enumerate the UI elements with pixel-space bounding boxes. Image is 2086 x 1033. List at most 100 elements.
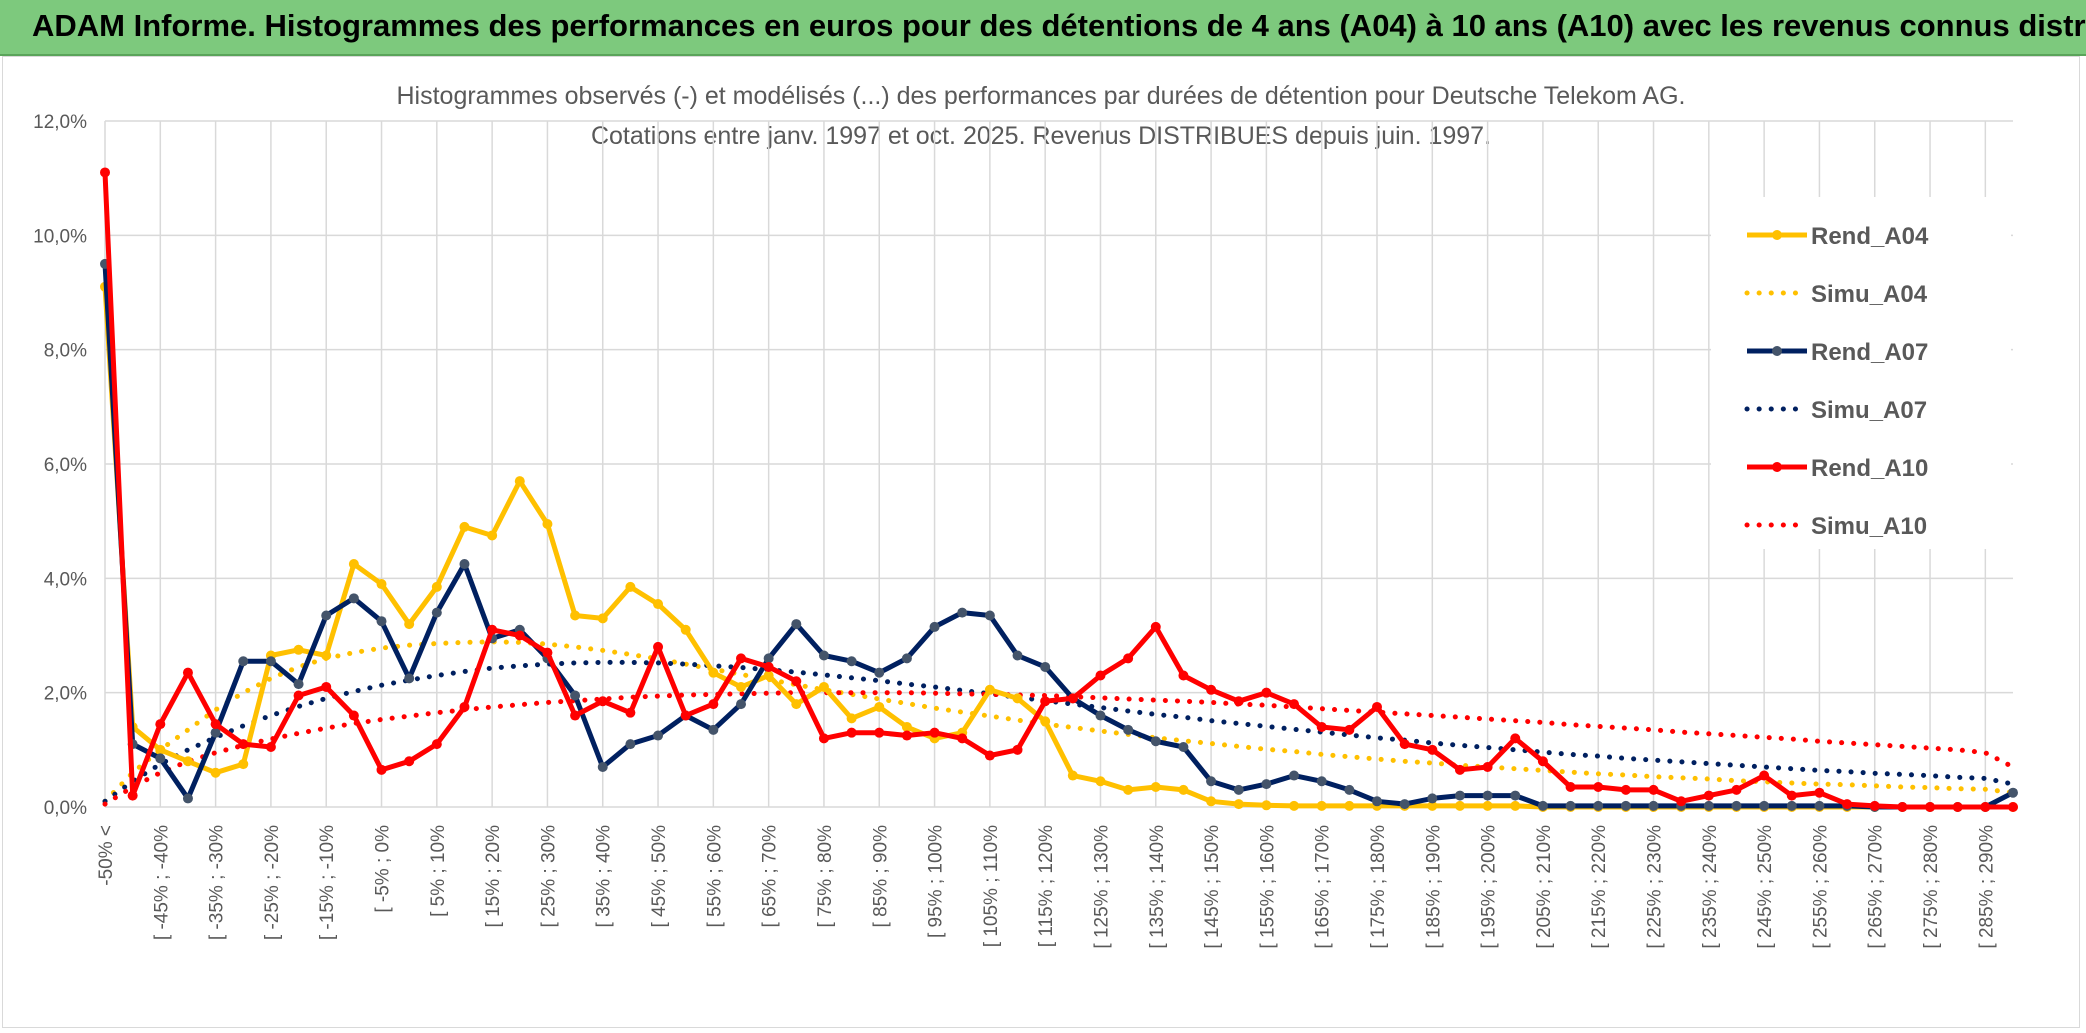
data-point bbox=[763, 653, 774, 664]
data-point bbox=[625, 739, 636, 750]
data-point bbox=[348, 593, 359, 604]
series-Simu_A07 bbox=[102, 659, 2016, 804]
x-tick-label: [ 225% ; 230% bbox=[1645, 825, 1666, 949]
data-point bbox=[1261, 800, 1272, 811]
data-point bbox=[1427, 793, 1438, 804]
x-tick-label: [ 155% ; 160% bbox=[1257, 825, 1278, 949]
data-point bbox=[1537, 800, 1548, 811]
data-point bbox=[1648, 800, 1659, 811]
data-point bbox=[1289, 699, 1300, 710]
x-tick-label: [ 75% ; 80% bbox=[815, 825, 836, 928]
x-tick-label: [ 205% ; 210% bbox=[1534, 825, 1555, 949]
x-tick-label: [ 15% ; 20% bbox=[483, 825, 504, 928]
data-point bbox=[1814, 787, 1825, 798]
data-point bbox=[984, 750, 995, 761]
data-point bbox=[182, 667, 193, 678]
data-point bbox=[431, 607, 442, 618]
chart-area: Histogrammes observés (-) et modélisés (… bbox=[2, 56, 2080, 1028]
data-point bbox=[431, 581, 442, 592]
data-point bbox=[597, 696, 608, 707]
data-point bbox=[1316, 776, 1327, 787]
data-point bbox=[736, 653, 746, 664]
data-point bbox=[1372, 796, 1382, 807]
data-point bbox=[1178, 741, 1189, 752]
x-axis-ticks: -50% < [ -45% ; -40% [ -35% ; -30% [ -25% ;… bbox=[96, 825, 1997, 949]
data-point bbox=[238, 656, 249, 667]
data-point bbox=[984, 610, 995, 621]
data-point bbox=[1178, 784, 1189, 795]
data-point bbox=[1731, 784, 1742, 795]
data-point bbox=[514, 476, 525, 487]
data-point bbox=[1427, 744, 1438, 755]
data-point bbox=[2008, 802, 2018, 812]
data-point bbox=[791, 619, 802, 630]
data-point bbox=[957, 607, 968, 618]
data-point bbox=[1510, 733, 1521, 744]
legend-marker bbox=[1772, 346, 1782, 356]
data-point bbox=[1759, 800, 1770, 811]
data-point bbox=[818, 650, 829, 661]
series-line bbox=[102, 639, 2016, 804]
data-point bbox=[1731, 800, 1742, 811]
legend-label: Rend_A07 bbox=[1811, 339, 1928, 366]
legend-label: Rend_A10 bbox=[1811, 455, 1928, 482]
data-point bbox=[459, 521, 470, 532]
data-point bbox=[1482, 800, 1493, 811]
series-line bbox=[102, 690, 2016, 807]
x-tick-label: [ 35% ; 40% bbox=[594, 825, 615, 928]
data-point bbox=[348, 559, 359, 570]
data-point bbox=[1150, 621, 1161, 632]
x-tick-label: [ 255% ; 260% bbox=[1810, 825, 1831, 949]
data-point bbox=[514, 630, 525, 641]
data-point bbox=[1233, 784, 1244, 795]
data-point bbox=[487, 530, 498, 541]
data-point bbox=[1344, 724, 1355, 735]
legend-label: Simu_A04 bbox=[1811, 281, 1928, 308]
data-point bbox=[155, 744, 166, 755]
x-tick-label: [ 195% ; 200% bbox=[1479, 825, 1500, 949]
data-point bbox=[846, 713, 857, 724]
data-point bbox=[1316, 721, 1327, 732]
legend-item-Simu_A04: Simu_A04 bbox=[1744, 281, 1928, 308]
data-point bbox=[542, 647, 553, 658]
y-tick-label: 2,0% bbox=[44, 684, 87, 705]
data-point bbox=[570, 690, 581, 701]
data-point bbox=[1454, 800, 1465, 811]
data-point bbox=[1620, 784, 1631, 795]
legend-item-Rend_A07: Rend_A07 bbox=[1747, 339, 1928, 366]
page-title: ADAM Informe. Histogrammes des performan… bbox=[32, 8, 2086, 43]
series-Simu_A04 bbox=[102, 639, 2016, 804]
chart-svg: Histogrammes observés (-) et modélisés (… bbox=[33, 82, 2018, 949]
data-point bbox=[1842, 799, 1853, 810]
x-tick-label: [ 105% ; 110% bbox=[981, 825, 1002, 947]
x-tick-label: [ -45% ; -40% bbox=[151, 825, 172, 940]
data-point bbox=[1316, 800, 1327, 811]
x-tick-label: [ 145% ; 150% bbox=[1202, 825, 1223, 949]
x-tick-label: [ -25% ; -20% bbox=[262, 825, 283, 940]
data-point bbox=[238, 739, 249, 750]
data-point bbox=[929, 621, 940, 632]
x-tick-label: [ 135% ; 140% bbox=[1147, 825, 1168, 949]
data-point bbox=[1344, 784, 1355, 795]
data-point bbox=[1703, 790, 1714, 801]
data-point bbox=[1150, 736, 1161, 747]
data-point bbox=[293, 679, 304, 690]
data-point bbox=[1454, 764, 1465, 775]
data-point bbox=[431, 739, 442, 750]
data-point bbox=[265, 741, 276, 752]
data-point bbox=[1952, 802, 1963, 812]
y-tick-label: 10,0% bbox=[33, 226, 87, 247]
legend-item-Simu_A10: Simu_A10 bbox=[1744, 513, 1927, 540]
legend-box bbox=[1711, 197, 2011, 549]
data-point bbox=[321, 650, 332, 661]
data-point bbox=[1012, 693, 1023, 704]
x-tick-label: [ 65% ; 70% bbox=[760, 825, 781, 928]
y-tick-label: 12,0% bbox=[33, 112, 87, 133]
data-point bbox=[182, 793, 193, 804]
data-point bbox=[1537, 756, 1548, 767]
series-Rend_A10 bbox=[100, 167, 2018, 812]
x-tick-label: [ 125% ; 130% bbox=[1091, 825, 1112, 949]
x-tick-label: [ 95% ; 100% bbox=[926, 825, 947, 938]
data-point bbox=[1510, 790, 1521, 801]
data-point bbox=[653, 641, 664, 652]
